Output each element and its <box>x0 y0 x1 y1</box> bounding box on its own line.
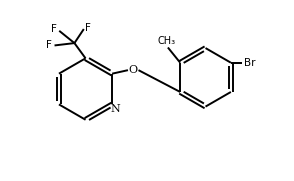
Text: F: F <box>85 23 91 33</box>
Text: CH₃: CH₃ <box>157 36 176 46</box>
Text: Br: Br <box>244 58 255 68</box>
Text: F: F <box>51 24 57 34</box>
Text: O: O <box>129 65 138 75</box>
Text: N: N <box>110 104 120 114</box>
Text: F: F <box>46 40 52 50</box>
